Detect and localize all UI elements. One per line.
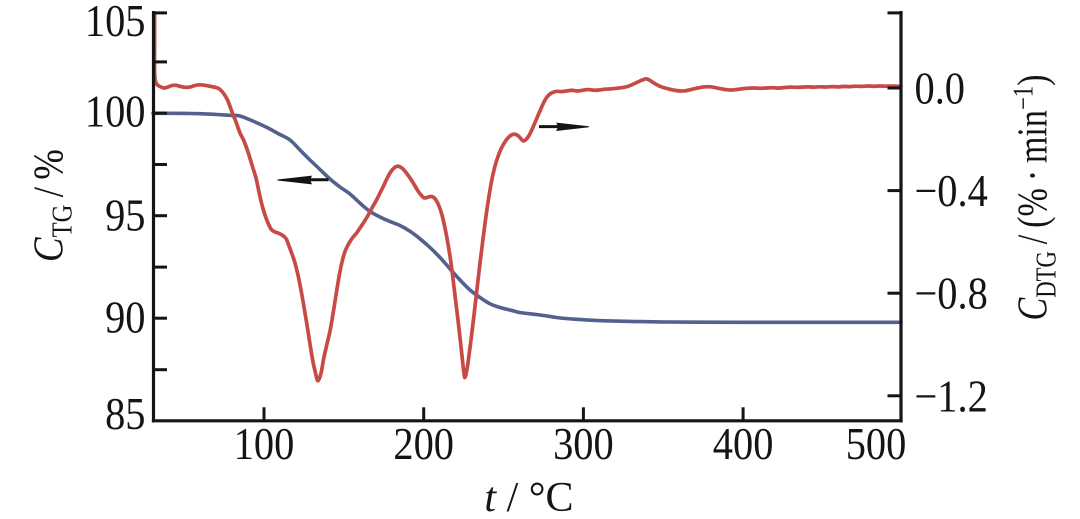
svg-text:400: 400 (713, 420, 774, 470)
svg-text:−1.2: −1.2 (915, 372, 988, 422)
svg-text:100: 100 (234, 420, 295, 470)
svg-text:300: 300 (553, 420, 614, 470)
svg-text:0.0: 0.0 (915, 64, 966, 114)
svg-text:85: 85 (105, 390, 145, 440)
svg-text:−0.8: −0.8 (915, 270, 988, 320)
svg-text:CDTG / (% · min−1): CDTG / (% · min−1) (1009, 75, 1063, 321)
svg-text:200: 200 (393, 420, 454, 470)
svg-text:CTG / %: CTG / % (27, 149, 79, 262)
svg-text:105: 105 (85, 0, 146, 47)
svg-text:100: 100 (85, 87, 146, 137)
svg-text:90: 90 (105, 293, 145, 343)
svg-text:−0.4: −0.4 (915, 167, 988, 217)
svg-text:95: 95 (105, 191, 145, 241)
svg-text:t / °C: t / °C (484, 475, 573, 519)
svg-text:500: 500 (846, 420, 907, 470)
